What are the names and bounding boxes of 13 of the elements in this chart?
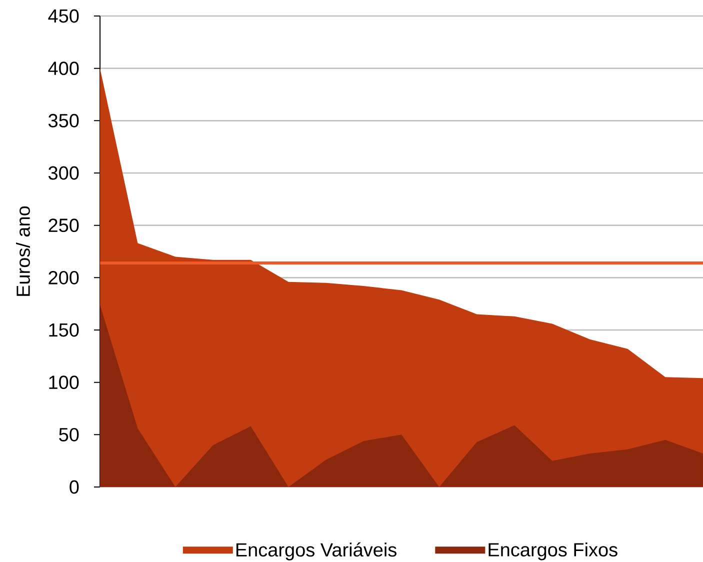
y-tick-label: 450 (48, 9, 79, 23)
legend-label: Encargos Fixos (488, 542, 618, 560)
y-tick-label: 350 (48, 114, 79, 128)
y-tick-label: 0 (70, 480, 79, 494)
y-tick-label: 200 (48, 270, 79, 284)
y-tick-label: 250 (48, 218, 79, 232)
legend-label: Encargos Variáveis (236, 542, 396, 560)
y-tick-label: 300 (48, 166, 79, 180)
y-tick-label: 400 (48, 62, 79, 76)
y-axis-title: Euros/ ano (16, 206, 30, 296)
y-tick-label: 100 (49, 376, 79, 390)
y-tick-label: 50 (59, 428, 79, 442)
y-tick-label: 150 (49, 323, 79, 337)
